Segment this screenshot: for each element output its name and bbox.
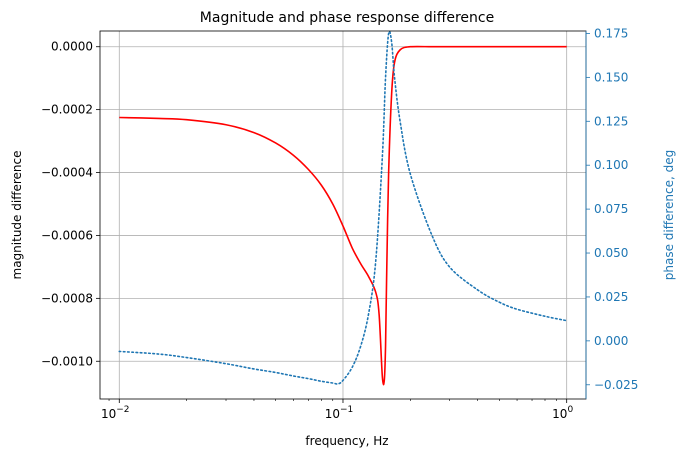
x-axis-label: frequency, Hz [305, 434, 388, 448]
y-left-tick-label: −0.0002 [41, 103, 93, 117]
y-axis-right-label: phase difference, deg [662, 150, 676, 281]
y-right-tick-label: 0.175 [594, 26, 628, 40]
y-right-tick-label: 0.000 [594, 334, 628, 348]
y-left-tick-label: −0.0008 [41, 291, 93, 305]
ticks: 10−2 10−1 1000.0000−0.0002−0.0004−0.0006−0… [41, 26, 638, 421]
y-right-tick-label: 0.050 [594, 246, 628, 260]
y-right-tick-label: 0.150 [594, 70, 628, 84]
y-left-tick-label: −0.0006 [41, 228, 93, 242]
y-axis-left-label: magnitude difference [10, 151, 24, 280]
y-left-tick-label: 0.0000 [51, 40, 93, 54]
y-right-tick-label: 0.125 [594, 114, 628, 128]
y-left-tick-label: −0.0010 [41, 354, 93, 368]
y-right-tick-label: 0.075 [594, 202, 628, 216]
phase-difference-line [118, 30, 568, 385]
plot-lines [118, 30, 568, 386]
magnitude-difference-line [119, 45, 567, 386]
grid [100, 31, 586, 399]
y-right-tick-label: −0.025 [594, 378, 638, 392]
y-left-tick-label: −0.0004 [41, 166, 93, 180]
y-right-tick-label: 0.025 [594, 290, 628, 304]
y-right-tick-label: 0.100 [594, 158, 628, 172]
chart-title: Magnitude and phase response difference [200, 10, 494, 26]
